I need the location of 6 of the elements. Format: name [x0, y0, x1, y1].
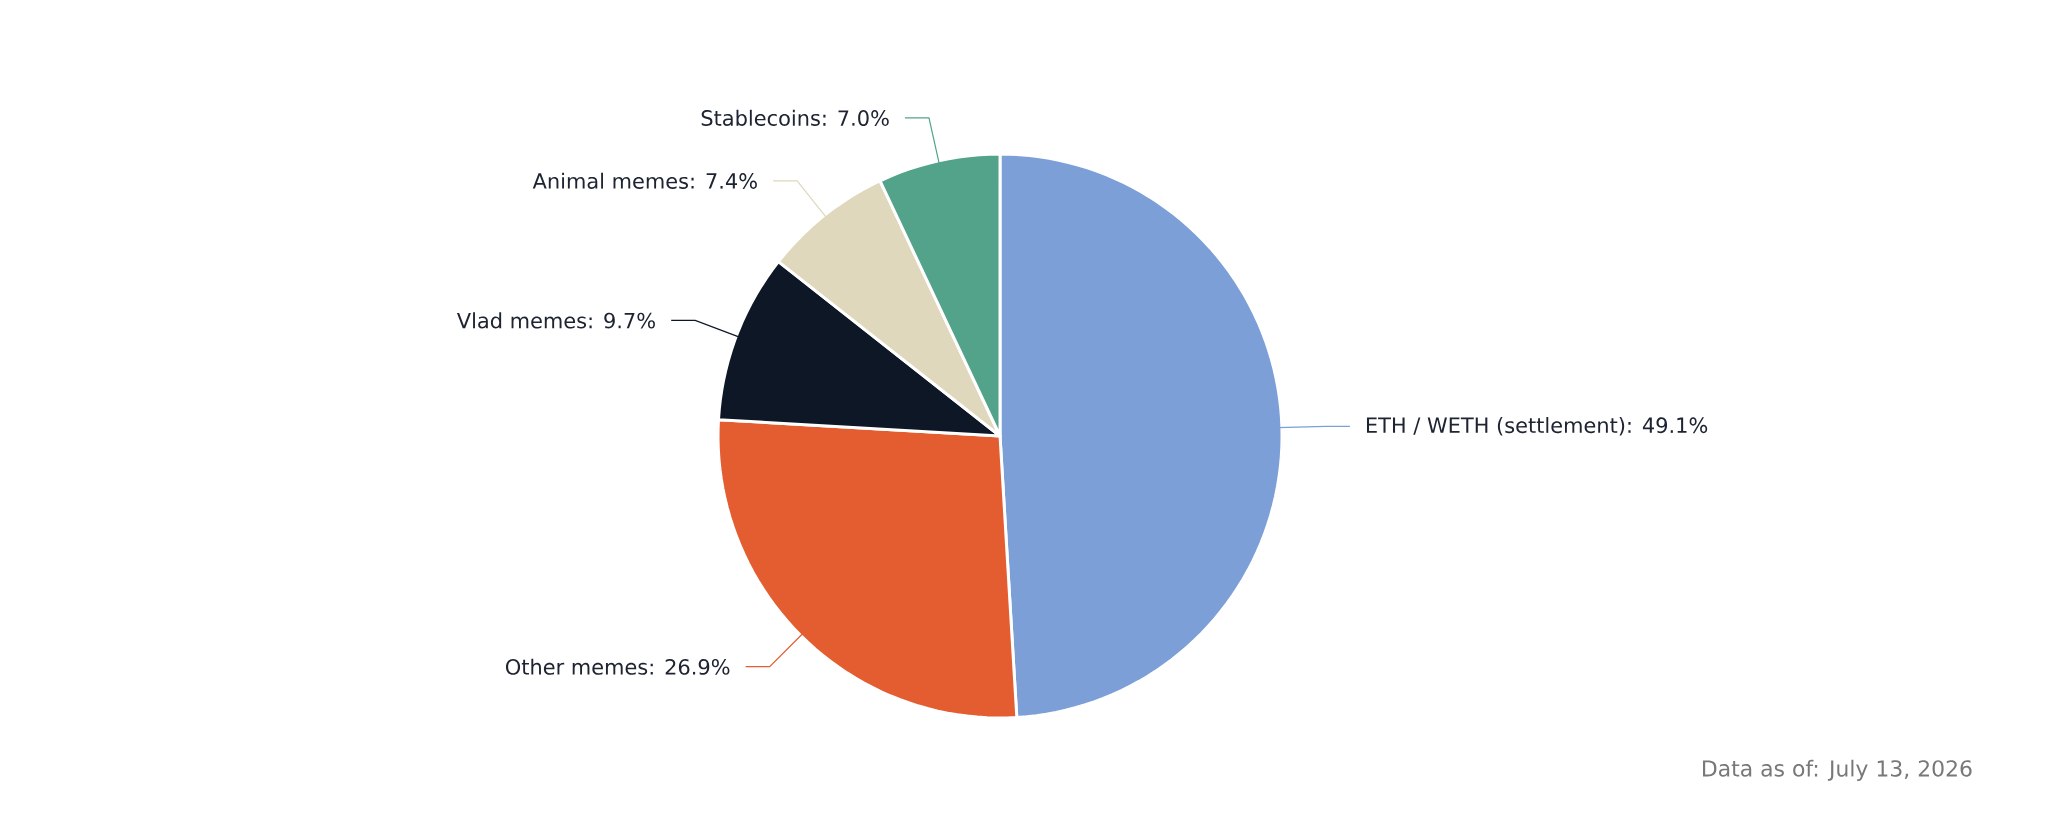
slice-label: Animal memes: 7.4%	[532, 172, 757, 189]
text: Data as of: July 13, 2026	[1703, 759, 1972, 781]
slice-label: ETH / WETH (settlement): 49.1%	[1366, 416, 1708, 436]
slice-label: Other memes: 26.9%	[505, 658, 730, 675]
slice-label: Stablecoins: 7.0%	[701, 109, 889, 126]
slice-label: Vlad memes: 9.7%	[456, 312, 655, 329]
